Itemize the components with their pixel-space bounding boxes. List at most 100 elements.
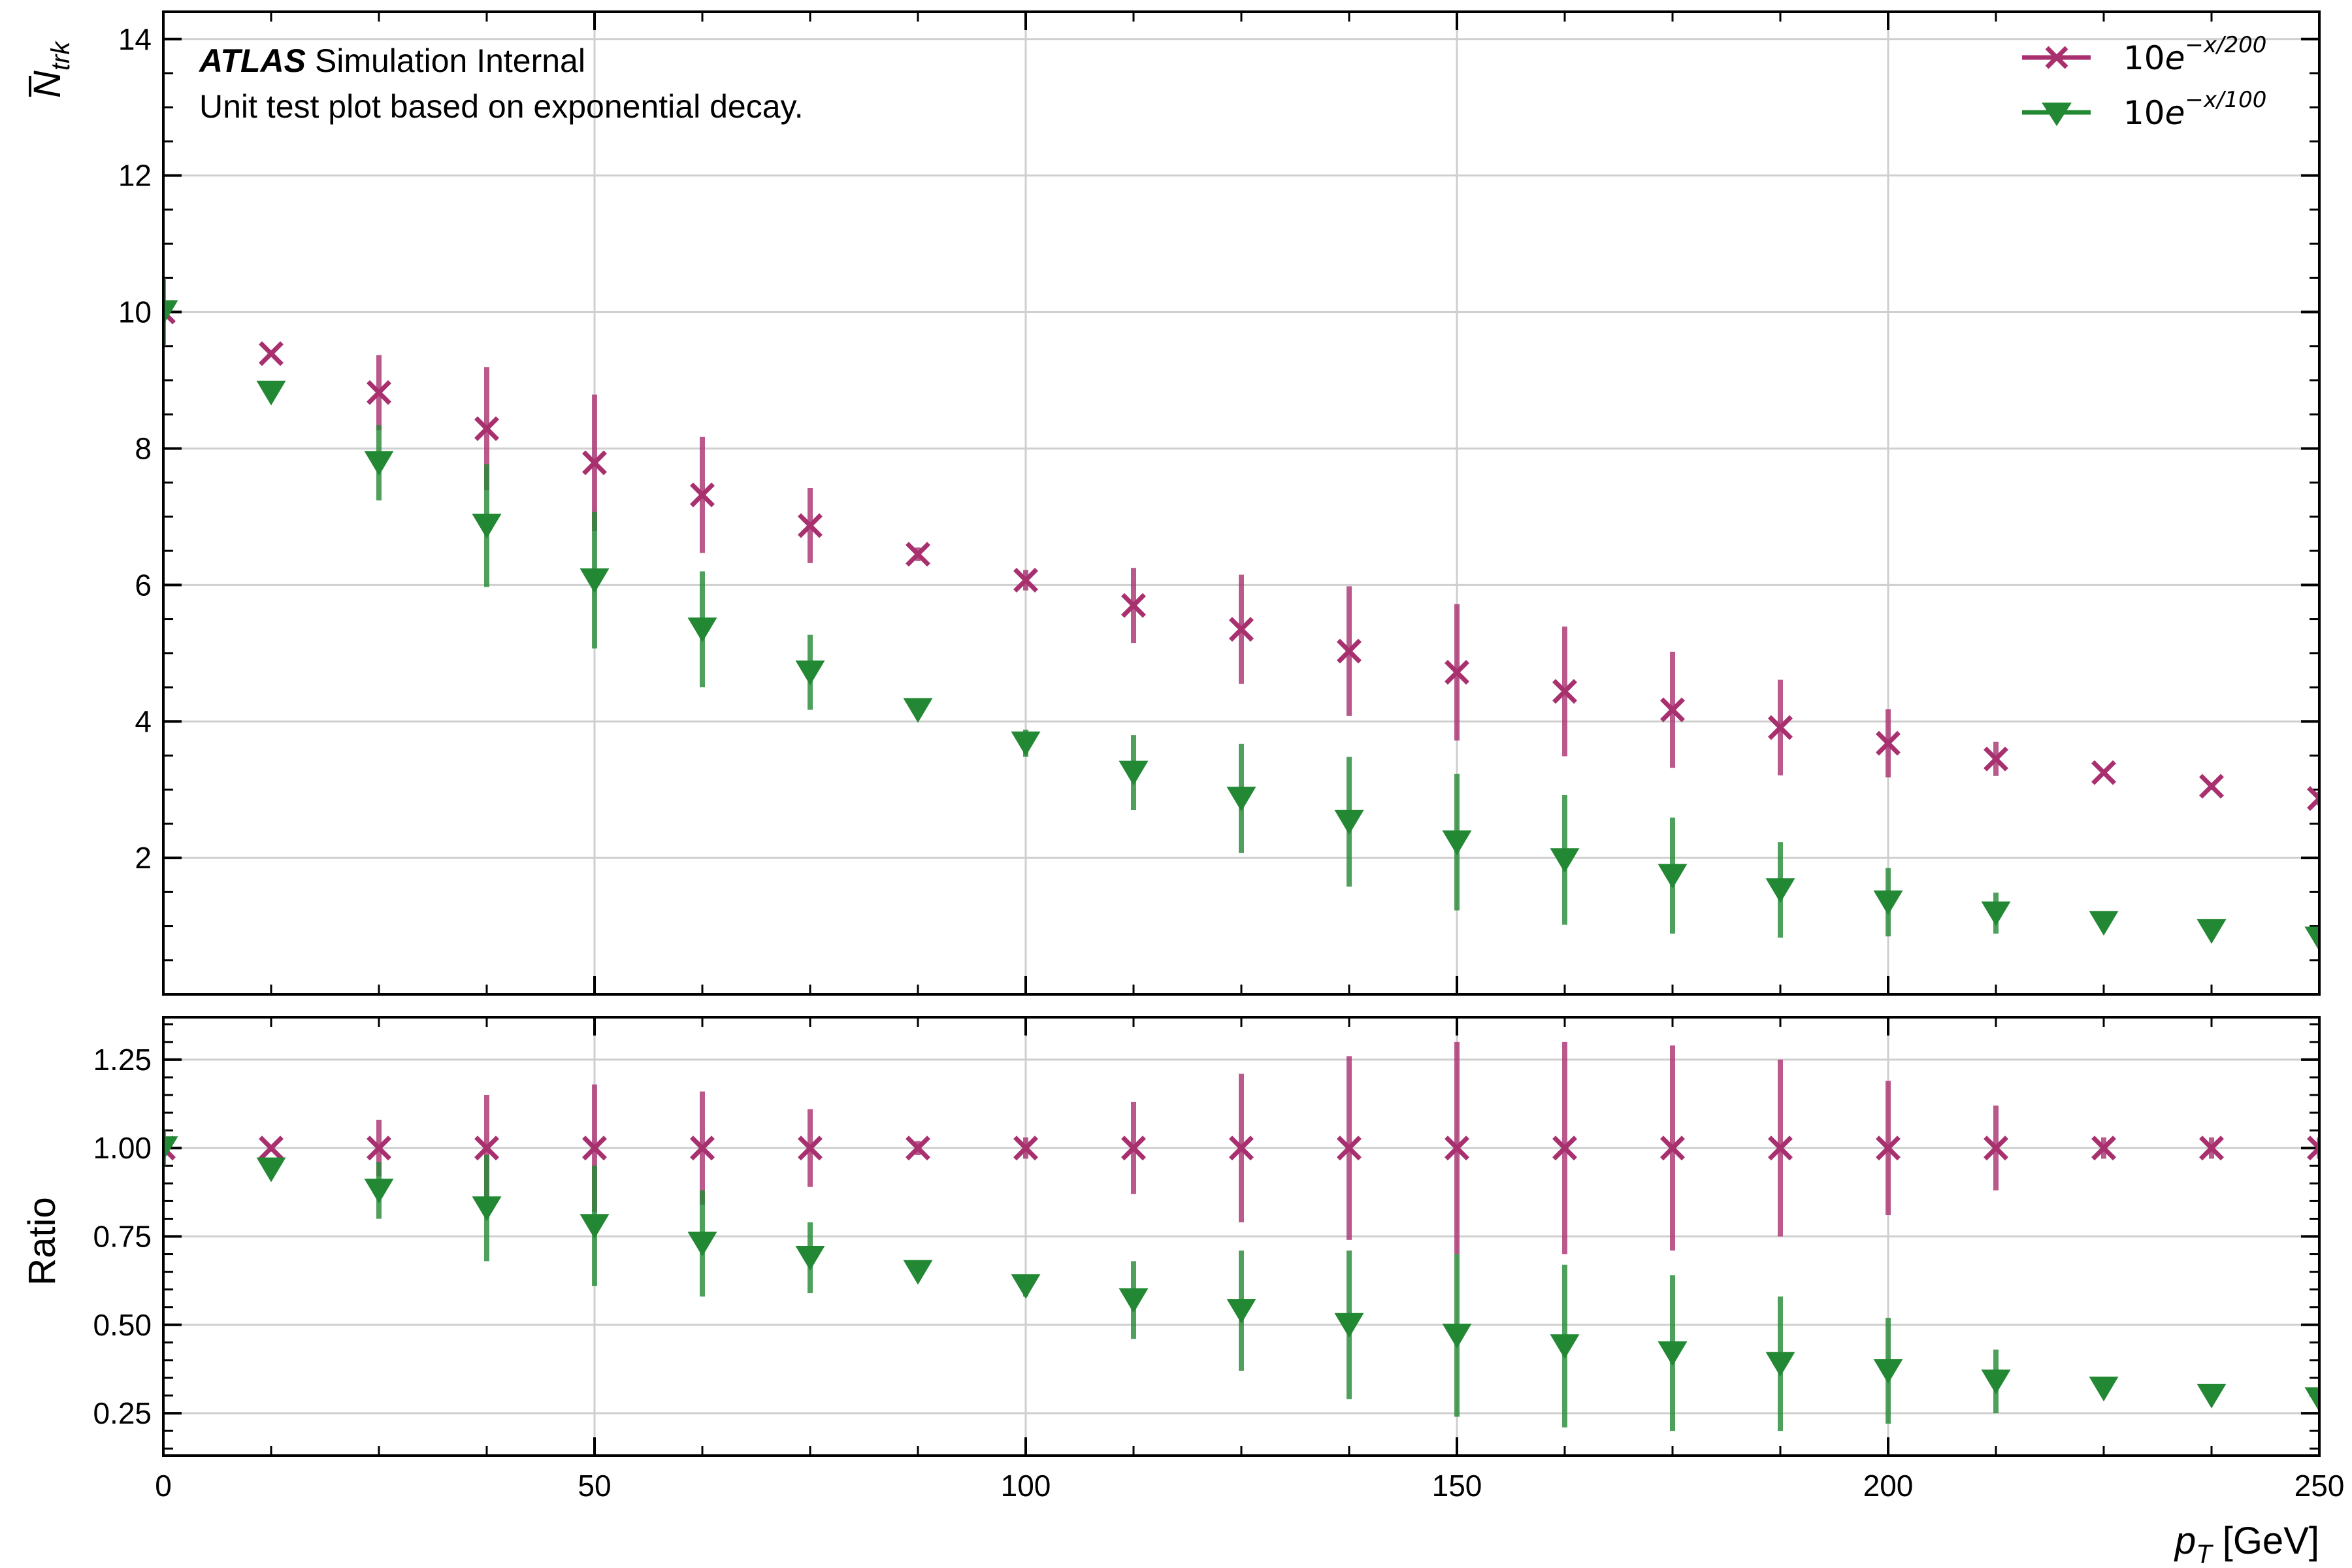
y-axis-subscript: trk <box>46 41 75 71</box>
main-y-axis-title: Ntrk <box>26 41 75 98</box>
y-axis-symbol: N <box>26 71 69 98</box>
y-tick-label: 8 <box>135 431 152 465</box>
y-tick-label: 14 <box>118 22 152 56</box>
data-point-x <box>798 1135 823 1161</box>
data-point-triangle <box>1550 848 1580 874</box>
data-point-triangle <box>1658 1341 1688 1366</box>
data-point-x <box>1121 1135 1146 1161</box>
data-point-triangle <box>1550 1334 1580 1360</box>
x-axis-subscript: T <box>2196 1540 2213 1568</box>
data-point-x <box>2199 1135 2224 1161</box>
data-point-triangle <box>1226 1299 1256 1324</box>
data-point-x <box>1013 1135 1038 1161</box>
data-point-x <box>367 380 391 405</box>
data-point-triangle <box>472 514 502 539</box>
data-point-triangle <box>2089 1377 2119 1401</box>
legend-label-1-base: 10 <box>2123 39 2165 77</box>
main-y-tick-labels: 2 4 6 8 10 12 14 <box>118 22 152 875</box>
ratio-y-tick-labels: 0.25 0.50 0.75 1.00 1.25 <box>93 1043 152 1430</box>
main-panel-frame <box>162 10 2321 996</box>
data-point-triangle <box>1981 901 2011 926</box>
series-1 <box>163 299 2319 811</box>
legend-entry-1: 10e−x/200 <box>2022 32 2266 77</box>
data-point-triangle <box>1011 731 1041 757</box>
data-point-triangle <box>256 380 286 406</box>
data-point-x <box>474 416 499 442</box>
data-point-triangle <box>795 1245 825 1271</box>
data-point-triangle <box>687 1232 717 1257</box>
data-point-x <box>1445 1135 1469 1161</box>
data-point-triangle <box>1119 760 1149 786</box>
data-point-x <box>2307 786 2319 811</box>
data-point-triangle <box>1334 1313 1364 1338</box>
data-point-x <box>1768 715 1793 740</box>
data-point-triangle <box>903 1260 933 1285</box>
data-point-x <box>2091 1135 2116 1161</box>
y-tick-label: 4 <box>135 704 152 738</box>
data-point-triangle <box>1011 1274 1041 1299</box>
atlas-label: ATLAS Simulation Internal <box>198 42 585 79</box>
data-point-x <box>1876 1135 1901 1161</box>
data-point-x <box>367 1135 391 1161</box>
data-point-x <box>1445 660 1469 685</box>
data-point-triangle <box>163 1136 178 1162</box>
data-point-x <box>1552 679 1577 704</box>
y-tick-label: 0.75 <box>93 1220 152 1254</box>
legend-label-1-exp: −x/200 <box>2185 32 2266 58</box>
x-tick-label: 250 <box>2295 1469 2345 1503</box>
data-point-triangle <box>1981 1369 2011 1395</box>
x-tick-labels: 0 50 100 150 200 250 <box>155 1469 2344 1503</box>
data-point-triangle <box>1658 864 1688 889</box>
data-point-triangle <box>2089 911 2119 936</box>
legend-label-1-e: e <box>2165 39 2185 77</box>
y-tick-label: 6 <box>135 568 152 602</box>
main-panel-data <box>163 278 2319 952</box>
svg-text:10e−x/100: 10e−x/100 <box>2123 87 2266 132</box>
data-point-x <box>2091 760 2116 785</box>
legend-label-2-base: 10 <box>2123 94 2165 132</box>
data-point-x <box>259 1135 284 1161</box>
data-point-x <box>582 1135 607 1161</box>
legend-marker-triangle <box>2042 103 2072 126</box>
data-point-x <box>1984 746 2008 772</box>
data-point-x <box>690 482 715 508</box>
legend-label-2-exp: −x/100 <box>2185 87 2266 113</box>
data-point-triangle <box>1119 1288 1149 1313</box>
ratio-y-axis-title: Ratio <box>21 1197 63 1285</box>
data-point-x <box>1337 1135 1362 1161</box>
ratio-panel-frame <box>162 1016 2321 1457</box>
series-2 <box>163 1130 2319 1431</box>
y-tick-label: 10 <box>118 295 152 329</box>
legend-entry-2: 10e−x/100 <box>2022 87 2266 132</box>
data-point-triangle <box>1765 878 1795 903</box>
legend-marker-x <box>2045 46 2068 69</box>
x-tick-label: 150 <box>1432 1469 1482 1503</box>
data-point-x <box>1337 638 1362 664</box>
ratio-panel-data <box>163 1041 2319 1431</box>
data-point-x <box>1552 1135 1577 1161</box>
y-tick-label: 0.25 <box>93 1396 152 1430</box>
x-tick-label: 50 <box>578 1469 611 1503</box>
x-tick-label: 100 <box>1001 1469 1051 1503</box>
data-point-x <box>1229 617 1254 642</box>
data-point-triangle <box>1226 787 1256 812</box>
atlas-status: Simulation Internal <box>315 42 585 79</box>
data-point-triangle <box>364 1179 394 1203</box>
plot-description: Unit test plot based on exponential deca… <box>199 88 804 125</box>
data-point-x <box>2307 1135 2319 1161</box>
svg-text:10e−x/200: 10e−x/200 <box>2123 32 2266 77</box>
data-point-x <box>906 542 930 567</box>
data-point-x <box>582 450 607 476</box>
data-point-x <box>1229 1135 1254 1161</box>
x-axis-unit: [GeV] <box>2223 1520 2319 1562</box>
data-point-x <box>1876 730 1901 756</box>
data-point-triangle <box>1334 809 1364 835</box>
data-point-x <box>1660 697 1685 723</box>
data-point-x <box>1660 1135 1685 1161</box>
svg-text:Ntrk: Ntrk <box>26 41 75 98</box>
y-tick-label: 1.25 <box>93 1043 152 1077</box>
y-tick-label: 0.50 <box>93 1308 152 1342</box>
legend-label-2-e: e <box>2165 94 2185 132</box>
data-point-x <box>2199 774 2224 799</box>
